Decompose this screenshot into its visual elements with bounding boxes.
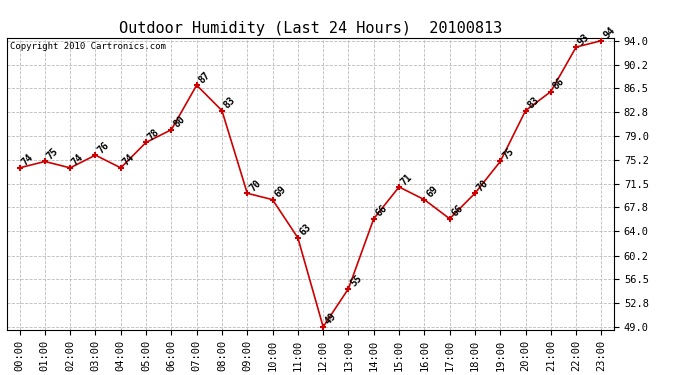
Text: 74: 74 bbox=[70, 153, 86, 168]
Text: 76: 76 bbox=[95, 140, 111, 155]
Text: 66: 66 bbox=[374, 203, 389, 219]
Text: 94: 94 bbox=[602, 25, 617, 40]
Text: 83: 83 bbox=[526, 95, 541, 111]
Text: 55: 55 bbox=[348, 273, 364, 289]
Text: 69: 69 bbox=[424, 184, 440, 200]
Text: 69: 69 bbox=[273, 184, 288, 200]
Text: 74: 74 bbox=[121, 153, 136, 168]
Text: 70: 70 bbox=[247, 178, 263, 193]
Text: 63: 63 bbox=[298, 222, 313, 238]
Text: 74: 74 bbox=[19, 153, 35, 168]
Text: 93: 93 bbox=[576, 32, 591, 47]
Title: Outdoor Humidity (Last 24 Hours)  20100813: Outdoor Humidity (Last 24 Hours) 2010081… bbox=[119, 21, 502, 36]
Text: 66: 66 bbox=[450, 203, 465, 219]
Text: 70: 70 bbox=[475, 178, 491, 193]
Text: Copyright 2010 Cartronics.com: Copyright 2010 Cartronics.com bbox=[10, 42, 166, 51]
Text: 49: 49 bbox=[323, 312, 339, 327]
Text: 71: 71 bbox=[399, 171, 415, 187]
Text: 86: 86 bbox=[551, 76, 566, 92]
Text: 83: 83 bbox=[222, 95, 237, 111]
Text: 80: 80 bbox=[171, 114, 187, 130]
Text: 75: 75 bbox=[45, 146, 60, 162]
Text: 75: 75 bbox=[500, 146, 515, 162]
Text: 87: 87 bbox=[197, 70, 212, 85]
Text: 78: 78 bbox=[146, 127, 161, 142]
